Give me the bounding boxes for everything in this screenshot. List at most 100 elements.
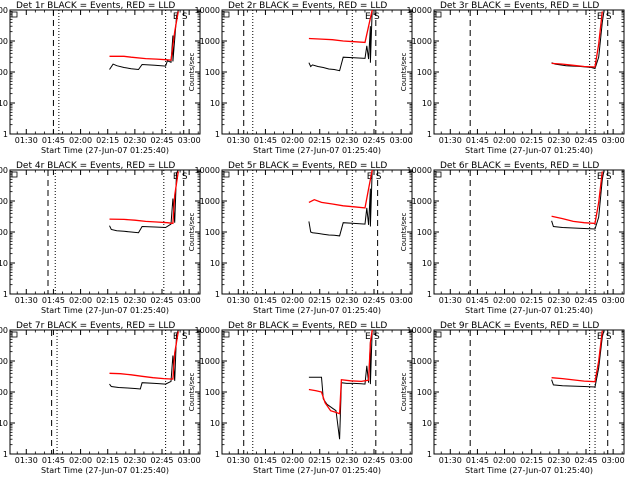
- lld-series-line: [308, 10, 373, 44]
- event-marker-label: E: [597, 12, 603, 22]
- x-tick-label: 02:30: [335, 296, 358, 305]
- panel-det-9r: Det 9r BLACK = Events, RED = LLD 1 10 100 10…: [400, 321, 625, 475]
- y-tick-label: 10000: [407, 166, 432, 175]
- start-marker-label: S: [606, 332, 612, 342]
- panel-det-3r: Det 3r BLACK = Events, RED = LLD 1 10 100 10…: [400, 1, 625, 155]
- x-tick-label: 02:15: [308, 136, 331, 145]
- panel-det-6r: Det 6r BLACK = Events, RED = LLD 1 10 100 10…: [400, 161, 625, 315]
- y-axis-label: Counts/sec: [188, 373, 196, 412]
- y-tick-label: 100: [417, 68, 432, 77]
- plot-frame: [221, 169, 413, 295]
- events-series-line: [551, 330, 605, 388]
- x-tick-label: 03:00: [178, 456, 201, 465]
- x-tick-label: 02:00: [69, 456, 92, 465]
- y-tick-label: 10: [0, 419, 8, 428]
- x-tick-label: 02:30: [335, 136, 358, 145]
- x-tick-label: 02:30: [123, 136, 146, 145]
- x-tick-label: 01:30: [439, 296, 462, 305]
- corner-marker-square: [11, 11, 18, 18]
- y-tick-label: 10: [422, 419, 432, 428]
- y-tick-label: 1: [427, 290, 432, 299]
- event-marker-label: E: [173, 332, 179, 342]
- event-marker-label: E: [367, 172, 373, 182]
- y-tick-label: 10: [0, 259, 8, 268]
- x-tick-label: 01:45: [254, 296, 277, 305]
- x-tick-label: 03:00: [390, 296, 413, 305]
- x-tick-label: 02:45: [150, 456, 173, 465]
- y-tick-label: 100: [205, 68, 220, 77]
- event-marker-label: E: [365, 12, 371, 22]
- corner-marker-square: [435, 171, 442, 178]
- x-tick-label: 02:00: [69, 136, 92, 145]
- x-tick-label: 03:00: [390, 456, 413, 465]
- x-tick-label: 02:15: [96, 136, 119, 145]
- x-tick-label: 02:30: [547, 296, 570, 305]
- x-tick-label: 03:00: [602, 296, 625, 305]
- y-tick-label: 10000: [0, 326, 8, 335]
- corner-marker-square: [11, 171, 18, 178]
- x-tick-label: 02:30: [335, 456, 358, 465]
- x-tick-label: 02:15: [96, 296, 119, 305]
- x-tick-label: 01:30: [439, 136, 462, 145]
- x-tick-label: 01:45: [254, 136, 277, 145]
- corner-marker-square: [435, 11, 442, 18]
- x-axis-label: Start Time (27-Jun-07 01:25:40): [465, 466, 593, 475]
- corner-marker-square: [223, 171, 230, 178]
- plot-frame: [221, 329, 413, 455]
- x-axis-label: Start Time (27-Jun-07 01:25:40): [253, 466, 381, 475]
- y-tick-label: 1000: [0, 37, 8, 46]
- plot-frame: [221, 9, 413, 135]
- start-marker-label: S: [374, 332, 380, 342]
- y-axis-label: Counts/sec: [400, 213, 408, 252]
- panel-det-1r: Det 1r BLACK = Events, RED = LLD 1 10 100 10…: [0, 1, 201, 155]
- y-axis-label: Counts/sec: [400, 373, 408, 412]
- x-tick-label: 02:45: [574, 136, 597, 145]
- panel-title: Det 6r BLACK = Events, RED = LLD: [440, 161, 599, 171]
- x-tick-label: 02:15: [520, 296, 543, 305]
- y-tick-label: 10: [210, 99, 220, 108]
- y-tick-label: 1000: [412, 197, 432, 206]
- panel-det-8r: Det 8r BLACK = Events, RED = LLD 1 10 100 10…: [188, 321, 413, 475]
- x-axis-label: Start Time (27-Jun-07 01:25:40): [41, 306, 169, 315]
- y-tick-label: 1: [3, 130, 8, 139]
- x-tick-label: 02:45: [362, 456, 385, 465]
- plot-frame: [9, 9, 201, 135]
- panel-title: Det 5r BLACK = Events, RED = LLD: [228, 161, 387, 171]
- events-series-line: [308, 170, 373, 237]
- y-tick-label: 10000: [195, 6, 220, 15]
- x-tick-label: 03:00: [390, 136, 413, 145]
- lld-series-line: [308, 330, 373, 415]
- y-tick-label: 100: [417, 388, 432, 397]
- y-tick-label: 1000: [412, 37, 432, 46]
- events-series-line: [308, 10, 373, 72]
- events-series-line: [109, 330, 179, 390]
- y-tick-label: 100: [205, 388, 220, 397]
- start-marker-label: S: [374, 12, 380, 22]
- events-series-line: [551, 10, 605, 70]
- start-marker-label: S: [606, 172, 612, 182]
- y-tick-label: 10000: [0, 166, 8, 175]
- x-tick-label: 01:45: [466, 296, 489, 305]
- x-tick-label: 01:45: [466, 456, 489, 465]
- panel-title: Det 4r BLACK = Events, RED = LLD: [16, 161, 175, 171]
- y-axis-label: Counts/sec: [400, 53, 408, 92]
- x-tick-label: 01:45: [42, 456, 65, 465]
- y-tick-label: 10: [0, 99, 8, 108]
- y-tick-label: 100: [0, 388, 8, 397]
- x-tick-label: 02:00: [493, 136, 516, 145]
- x-tick-label: 02:00: [493, 296, 516, 305]
- panel-title: Det 3r BLACK = Events, RED = LLD: [440, 1, 599, 11]
- x-tick-label: 02:45: [574, 456, 597, 465]
- y-tick-label: 100: [417, 228, 432, 237]
- x-tick-label: 01:45: [42, 296, 65, 305]
- x-tick-label: 02:00: [281, 136, 304, 145]
- lld-series-line: [551, 171, 603, 225]
- y-tick-label: 10: [422, 99, 432, 108]
- y-tick-label: 1: [3, 450, 8, 459]
- x-tick-label: 02:00: [69, 296, 92, 305]
- start-marker-label: S: [376, 172, 382, 182]
- x-tick-label: 02:30: [547, 136, 570, 145]
- y-tick-label: 100: [205, 228, 220, 237]
- x-axis-label: Start Time (27-Jun-07 01:25:40): [465, 146, 593, 155]
- x-tick-label: 01:30: [227, 136, 250, 145]
